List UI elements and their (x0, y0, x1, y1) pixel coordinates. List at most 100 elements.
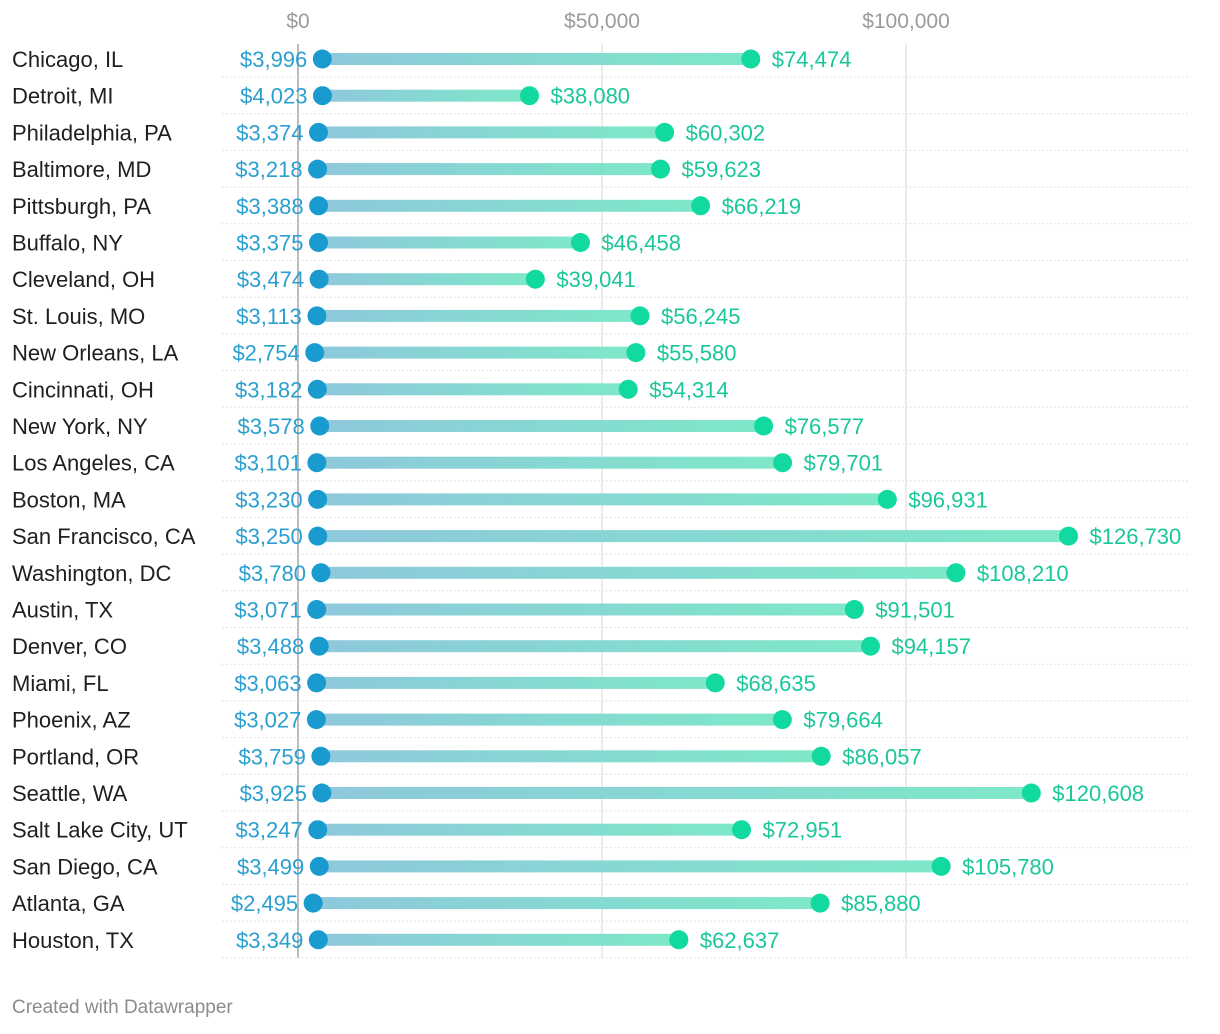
data-rows: Chicago, IL $3,996 $74,474 Detroit, MI $4,02… (12, 47, 1188, 959)
high-dot (877, 489, 897, 509)
low-dot (307, 673, 327, 693)
high-value-label: $79,664 (803, 708, 883, 733)
high-value-label: $72,951 (763, 818, 843, 843)
data-row: Baltimore, MD $3,218 $59,623 (12, 157, 1188, 188)
low-value-label: $3,375 (236, 231, 303, 256)
range-bar (316, 309, 640, 322)
high-dot (626, 343, 646, 363)
range-bar (317, 493, 888, 506)
high-value-label: $74,474 (772, 47, 852, 72)
high-dot (691, 196, 711, 216)
low-value-label: $3,071 (234, 598, 301, 623)
low-value-label: $3,488 (237, 634, 304, 659)
range-bar (320, 750, 822, 763)
low-value-label: $3,578 (237, 414, 304, 439)
high-dot (705, 673, 725, 693)
low-dot (312, 783, 332, 803)
low-dot (308, 159, 328, 179)
low-dot (307, 306, 327, 326)
data-row: Los Angeles, CA $3,101 $79,701 (12, 451, 1188, 482)
city-label: Denver, CO (12, 634, 127, 659)
high-dot (946, 563, 966, 583)
low-value-label: $3,182 (235, 377, 302, 402)
low-dot (309, 122, 329, 142)
range-bar (321, 787, 1032, 799)
data-row: Detroit, MI $4,023 $38,080 (12, 84, 1188, 115)
range-bar (314, 346, 636, 359)
city-label: Salt Lake City, UT (12, 818, 188, 843)
high-dot (525, 269, 545, 289)
high-value-label: $105,780 (962, 854, 1054, 879)
high-value-label: $54,314 (649, 377, 729, 402)
data-row: Salt Lake City, UT $3,247 $72,951 (12, 818, 1188, 849)
high-value-label: $60,302 (686, 120, 766, 145)
x-tick-label: $100,000 (862, 10, 950, 33)
high-value-label: $79,701 (804, 451, 884, 476)
low-dot (309, 196, 329, 216)
high-value-label: $76,577 (785, 414, 865, 439)
low-dot (303, 893, 323, 913)
high-value-label: $68,635 (736, 671, 816, 696)
low-dot (309, 636, 329, 656)
city-label: Atlanta, GA (12, 891, 125, 916)
x-tick-label: $0 (286, 10, 309, 33)
city-label: San Diego, CA (12, 854, 158, 879)
high-dot (773, 453, 793, 473)
data-row: Cincinnati, OH $3,182 $54,314 (12, 377, 1188, 408)
data-row: New York, NY $3,578 $76,577 (12, 414, 1188, 445)
low-dot (308, 930, 328, 950)
low-value-label: $3,996 (240, 47, 307, 72)
range-bar (316, 676, 716, 689)
range-bar (319, 273, 536, 286)
range-bar (320, 566, 956, 579)
range-bar (317, 163, 661, 176)
data-row: San Francisco, CA $3,250 $126,730 (12, 524, 1188, 555)
city-label: Buffalo, NY (12, 231, 123, 256)
low-value-label: $3,349 (236, 928, 303, 953)
range-bar (316, 603, 855, 616)
range-bar (316, 713, 783, 726)
city-label: St. Louis, MO (12, 304, 145, 329)
high-value-label: $38,080 (551, 84, 631, 109)
range-bar (316, 456, 783, 469)
high-value-label: $91,501 (875, 598, 955, 623)
data-row: Cleveland, OH $3,474 $39,041 (12, 267, 1188, 298)
data-row: Austin, TX $3,071 $91,501 (12, 598, 1188, 628)
high-value-label: $86,057 (842, 744, 922, 769)
data-row: Pittsburgh, PA $3,388 $66,219 (12, 194, 1188, 225)
data-row: Houston, TX $3,349 $62,637 (12, 928, 1188, 959)
data-row: Boston, MA $3,230 $96,931 (12, 487, 1188, 518)
low-dot (310, 416, 330, 436)
range-bar (317, 383, 629, 396)
city-label: Los Angeles, CA (12, 451, 175, 476)
low-dot (311, 563, 331, 583)
chart-canvas: $0 $50,000 $100,000 Chicago, IL $3,996 $74,4… (12, 10, 1188, 959)
city-label: Washington, DC (12, 561, 171, 586)
range-bar (319, 860, 942, 873)
city-label: New Orleans, LA (12, 341, 179, 366)
range-bar (322, 53, 751, 65)
city-label: Portland, OR (12, 744, 139, 769)
low-value-label: $3,027 (234, 708, 301, 733)
low-dot (306, 710, 326, 730)
low-value-label: $3,499 (237, 854, 304, 879)
low-value-label: $3,780 (239, 561, 306, 586)
high-value-label: $108,210 (977, 561, 1069, 586)
data-row: Philadelphia, PA $3,374 $60,302 (12, 120, 1188, 151)
data-row: Atlanta, GA $2,495 $85,880 (12, 891, 1188, 922)
low-dot (308, 820, 328, 840)
city-label: Phoenix, AZ (12, 708, 131, 733)
high-dot (651, 159, 671, 179)
city-label: San Francisco, CA (12, 524, 196, 549)
city-label: New York, NY (12, 414, 148, 439)
data-row: Portland, OR $3,759 $86,057 (12, 744, 1188, 775)
low-dot (307, 379, 327, 399)
low-dot (305, 343, 325, 363)
range-bar (317, 823, 742, 836)
low-value-label: $3,388 (236, 194, 303, 219)
city-label: Miami, FL (12, 671, 109, 696)
x-tick-label: $50,000 (564, 10, 640, 33)
range-bar (318, 933, 679, 946)
city-label: Pittsburgh, PA (12, 194, 151, 219)
